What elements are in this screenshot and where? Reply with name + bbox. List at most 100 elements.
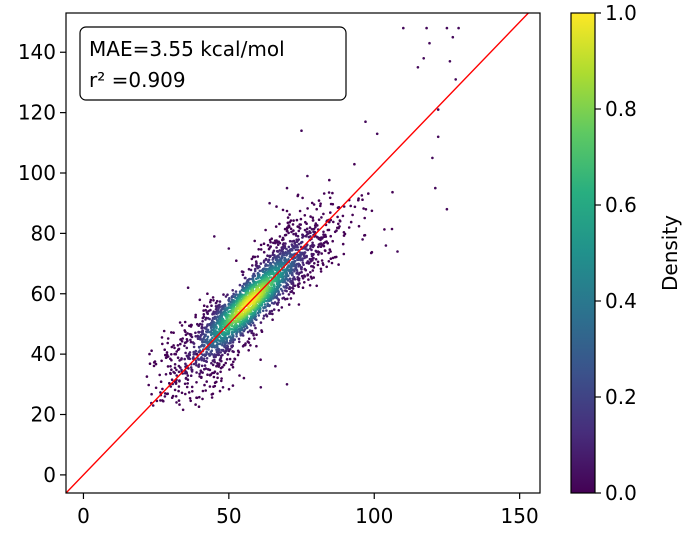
- scatter-point: [292, 284, 295, 287]
- scatter-point: [327, 260, 331, 263]
- scatter-point: [234, 290, 238, 293]
- scatter-point: [210, 304, 213, 308]
- outlier-point: [175, 401, 178, 404]
- scatter-point: [246, 284, 250, 287]
- outlier-point: [422, 57, 426, 60]
- scatter-point: [160, 336, 164, 339]
- scatter-point: [179, 342, 182, 346]
- scatter-point: [253, 269, 257, 273]
- scatter-point: [309, 231, 312, 234]
- scatter-point: [259, 321, 263, 324]
- scatter-point: [283, 253, 286, 257]
- scatter-point: [170, 368, 173, 372]
- scatter-point: [249, 344, 252, 347]
- scatter-point: [145, 375, 149, 378]
- scatter-point: [292, 219, 295, 222]
- scatter-point: [308, 226, 312, 229]
- scatter-point: [329, 211, 332, 214]
- scatter-point: [213, 360, 216, 364]
- colorbar-label: Density: [658, 215, 682, 291]
- x-tick-label: 0: [77, 504, 90, 528]
- scatter-point: [194, 331, 197, 335]
- scatter-point: [253, 267, 257, 271]
- x-tick-label: 50: [216, 504, 241, 528]
- scatter-point: [303, 228, 307, 232]
- scatter-point: [309, 244, 312, 248]
- scatter-point: [331, 256, 335, 260]
- scatter-point: [190, 335, 194, 339]
- scatter-point: [264, 313, 268, 317]
- scatter-point: [202, 359, 206, 363]
- scatter-point: [327, 191, 331, 194]
- scatter-point: [255, 261, 258, 265]
- scatter-point: [230, 330, 234, 334]
- outlier-point: [198, 298, 202, 302]
- scatter-point: [253, 337, 256, 340]
- outlier-point: [213, 235, 216, 238]
- scatter-point: [312, 203, 316, 206]
- scatter-point: [310, 227, 314, 231]
- scatter-point: [186, 339, 189, 343]
- scatter-point: [195, 371, 198, 374]
- scatter-point: [299, 266, 303, 269]
- scatter-point: [220, 379, 223, 383]
- outlier-point: [268, 201, 271, 205]
- scatter-point: [259, 358, 262, 362]
- y-tick-label: 40: [31, 342, 56, 366]
- scatter-point: [194, 359, 198, 363]
- scatter-point: [310, 265, 313, 268]
- scatter-point: [319, 202, 322, 205]
- scatter-point: [219, 356, 223, 360]
- scatter-point: [176, 356, 180, 360]
- outlier-point: [361, 238, 364, 241]
- scatter-point: [192, 356, 195, 359]
- scatter-point: [208, 317, 211, 321]
- scatter-point: [188, 353, 191, 357]
- scatter-point: [298, 209, 302, 213]
- scatter-point: [268, 238, 272, 242]
- scatter-point: [147, 383, 150, 387]
- scatter-point: [243, 328, 247, 331]
- scatter-point: [351, 213, 354, 217]
- scatter-point: [300, 274, 304, 278]
- outlier-point: [451, 35, 455, 39]
- scatter-point: [299, 223, 303, 226]
- scatter-point: [314, 249, 318, 253]
- scatter-point: [185, 385, 189, 389]
- scatter-point: [268, 255, 272, 258]
- scatter-point: [297, 303, 301, 306]
- outlier-point: [189, 340, 193, 344]
- scatter-point: [275, 246, 278, 249]
- scatter-point: [211, 363, 215, 367]
- scatter-point: [235, 259, 238, 263]
- scatter-point: [275, 205, 278, 208]
- scatter-point: [278, 222, 281, 226]
- scatter-point: [214, 301, 218, 305]
- y-tick-label: 80: [31, 221, 56, 245]
- scatter-point: [262, 242, 266, 245]
- scatter-point: [257, 248, 261, 251]
- scatter-point: [177, 385, 181, 388]
- scatter-point: [282, 238, 285, 241]
- scatter-point: [231, 350, 234, 353]
- scatter-point: [261, 309, 265, 313]
- scatter-point: [291, 223, 295, 226]
- scatter-point: [296, 258, 299, 262]
- scatter-point: [210, 361, 213, 365]
- scatter-point: [266, 264, 270, 267]
- scatter-point: [150, 392, 153, 396]
- scatter-point: [192, 362, 196, 366]
- colorbar-tick-label: 0.2: [605, 385, 637, 409]
- scatter-point: [242, 376, 246, 380]
- scatter-point: [204, 318, 207, 321]
- colorbar-tick-label: 0.6: [605, 193, 637, 217]
- scatter-point: [212, 321, 216, 324]
- scatter-point: [286, 216, 290, 219]
- outlier-point: [186, 286, 190, 290]
- scatter-point: [246, 330, 250, 334]
- scatter-point: [292, 232, 295, 236]
- scatter-point: [190, 368, 193, 372]
- scatter-point: [308, 284, 312, 287]
- scatter-point: [174, 352, 178, 356]
